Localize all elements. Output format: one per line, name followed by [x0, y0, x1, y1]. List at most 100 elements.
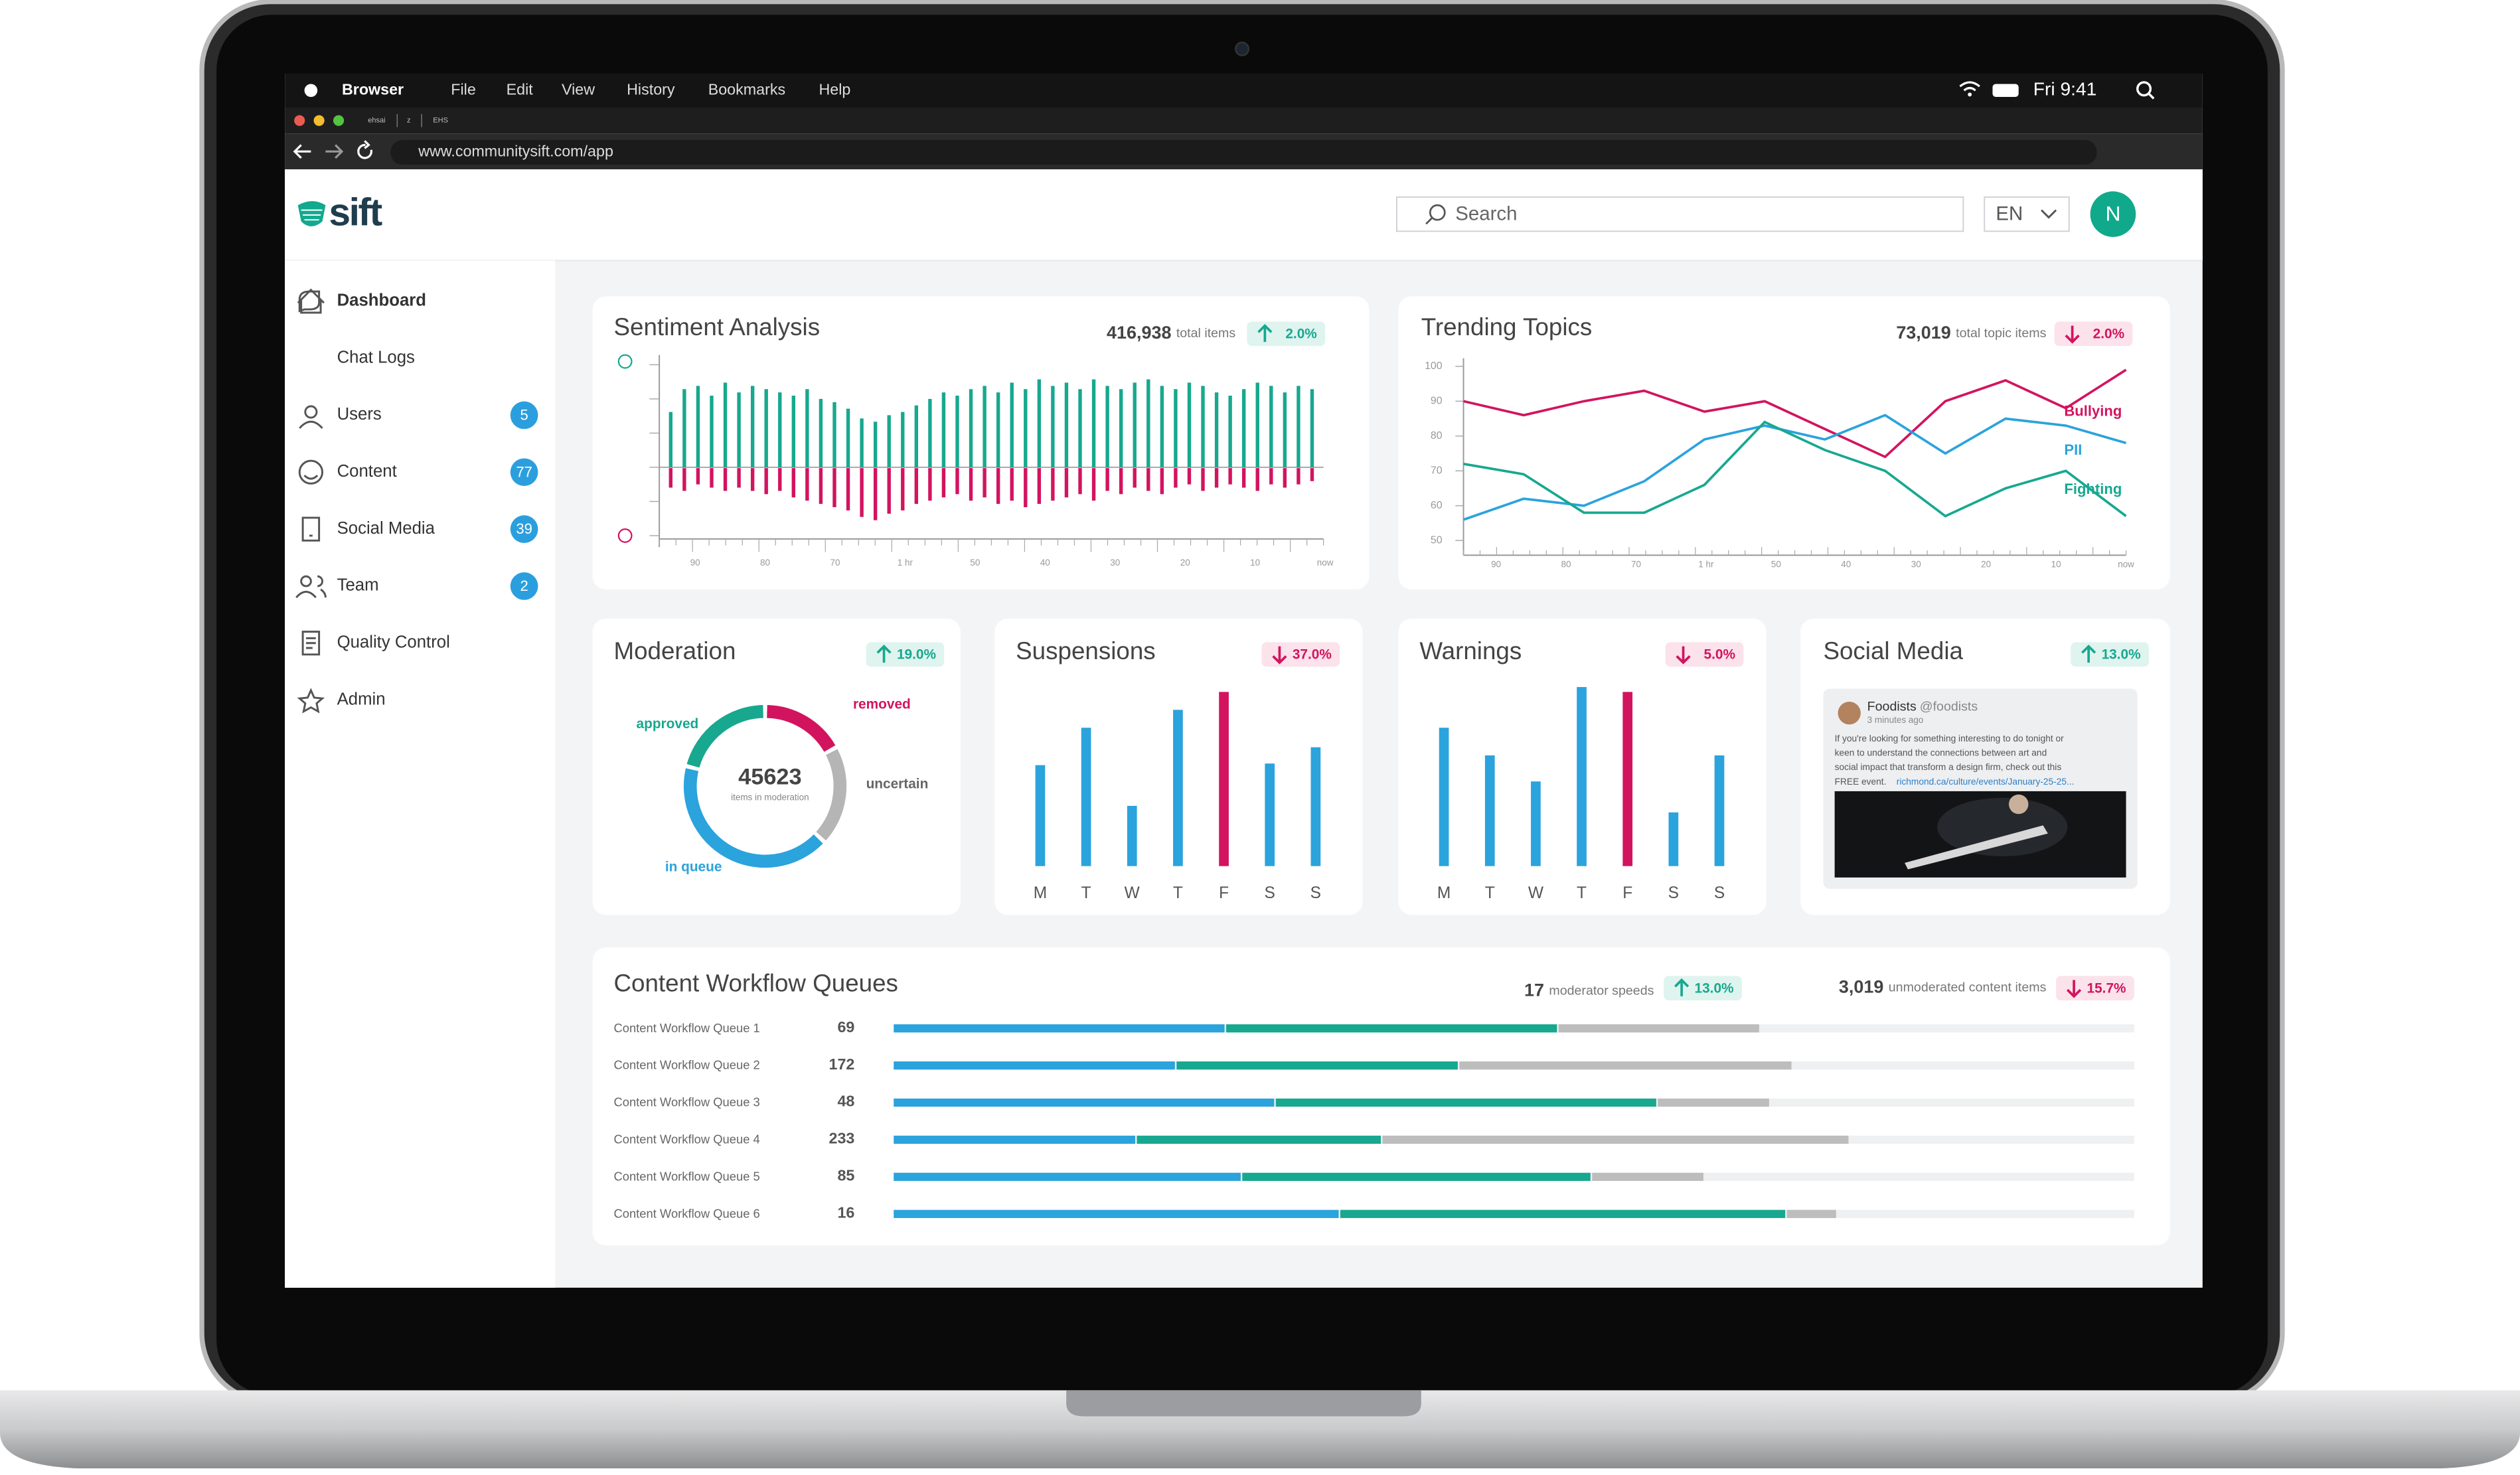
- badge-count: 77: [516, 463, 532, 480]
- sidebar-item[interactable]: Team: [337, 576, 379, 595]
- tab: z: [407, 117, 411, 125]
- sidebar-item[interactable]: Users: [337, 405, 382, 424]
- negative-bar: [1064, 468, 1069, 498]
- positive-bar: [1091, 379, 1096, 467]
- negative-bar: [1269, 468, 1273, 485]
- sidebar-item[interactable]: Chat Logs: [337, 348, 415, 366]
- bar: [1484, 755, 1495, 866]
- spotlight-handle: [2148, 92, 2155, 100]
- change-arrow: [2066, 980, 2082, 998]
- workflow-speed: 17 moderator speeds: [1524, 980, 1654, 1000]
- positive-bar: [1187, 382, 1192, 467]
- forward-button[interactable]: [325, 144, 344, 159]
- donut-total-label: items in moderation: [731, 792, 809, 802]
- negative-bar: [805, 468, 809, 501]
- positive-bar: [778, 392, 782, 467]
- menu-item: File: [451, 80, 476, 98]
- reload-button[interactable]: [357, 140, 372, 159]
- x-tick-label: S: [1310, 884, 1321, 902]
- negative-bar: [778, 468, 782, 491]
- card-title: Suspensions: [1016, 637, 1156, 664]
- post-image-head: [2009, 794, 2029, 815]
- negative-bar: [901, 468, 905, 510]
- y-tick-label: 50: [1431, 534, 1443, 546]
- sidebar-icon-path: [299, 405, 323, 429]
- change-text: 13.0%: [1695, 980, 1734, 996]
- bar: [1310, 747, 1321, 866]
- post-link[interactable]: richmond.ca/culture/events/January-25-25…: [1897, 777, 2075, 787]
- series-label: Bullying: [2064, 402, 2122, 419]
- x-tick-label: 20: [1981, 560, 1991, 570]
- negative-bar: [1037, 468, 1042, 505]
- negative-bar: [1078, 468, 1082, 495]
- donut-segment: [816, 749, 847, 841]
- post-name: Foodists: [1867, 700, 1917, 714]
- x-tick-label: 20: [1180, 558, 1190, 568]
- sidebar-item[interactable]: Quality Control: [337, 633, 450, 652]
- x-tick-label: 10: [1250, 558, 1260, 568]
- x-tick-label: T: [1173, 884, 1183, 902]
- post-text: social impact that transform a design fi…: [1835, 762, 2062, 772]
- queue-segment: [1658, 1098, 1769, 1107]
- positive-bar: [819, 398, 823, 467]
- sidebar-item[interactable]: Content: [337, 462, 397, 481]
- queue-name: Content Workflow Queue 4: [613, 1132, 759, 1146]
- sidebar-icon-path: [297, 688, 325, 714]
- negative-bar: [750, 468, 755, 491]
- avatar-initial: N: [2105, 201, 2120, 225]
- logo-lines: [301, 209, 323, 221]
- stat-number: 3,019: [1839, 977, 1884, 997]
- search-box[interactable]: [1396, 196, 1964, 232]
- queue-count: 69: [837, 1018, 854, 1036]
- window-button[interactable]: [333, 115, 345, 126]
- avatar[interactable]: [2090, 191, 2136, 237]
- window-button[interactable]: [313, 115, 325, 126]
- donut-label: approved: [637, 716, 699, 732]
- queue-segment: [1275, 1098, 1656, 1107]
- address-bar[interactable]: [390, 140, 2097, 165]
- positive-bar: [1241, 389, 1246, 467]
- change-text: 19.0%: [897, 647, 936, 662]
- negative-bar: [764, 468, 768, 495]
- queue-segment: [1382, 1135, 1849, 1144]
- badge: [510, 572, 538, 600]
- sidebar-icon-path: [298, 459, 324, 485]
- positive-icon: [617, 354, 633, 369]
- bar: [1668, 812, 1679, 866]
- negative-bar: [1187, 468, 1192, 485]
- window-button[interactable]: [294, 115, 305, 126]
- positive-bar: [1310, 389, 1314, 467]
- menu-item: Edit: [507, 80, 534, 98]
- x-tick-label: S: [1265, 884, 1275, 902]
- bar: [1622, 692, 1633, 866]
- x-tick-label: 30: [1911, 560, 1921, 570]
- donut-segment: [766, 704, 836, 752]
- sidebar-item[interactable]: Dashboard: [337, 291, 426, 310]
- positive-bar: [682, 389, 686, 467]
- tab-bar: [285, 108, 2203, 134]
- positive-bar: [1269, 386, 1273, 467]
- badge-count: 39: [516, 520, 532, 537]
- positive-bar: [996, 392, 1000, 467]
- stat-number: 73,019: [1896, 323, 1951, 343]
- negative-bar: [955, 468, 959, 495]
- negative-bar: [983, 468, 986, 498]
- change-arrow: [1676, 646, 1691, 664]
- sidebar-item[interactable]: Social Media: [337, 519, 435, 538]
- positive-bar: [1174, 389, 1178, 467]
- negative-bar: [682, 468, 686, 491]
- language-select[interactable]: [1984, 196, 2070, 232]
- queue-segment: [894, 1024, 1225, 1033]
- stat-label: moderator speeds: [1549, 984, 1654, 998]
- positive-bar: [750, 386, 755, 467]
- laptop-base: [0, 1390, 2520, 1469]
- positive-bar: [1228, 396, 1232, 467]
- stat-label: unmoderated content items: [1889, 980, 2047, 995]
- x-tick-label: 80: [760, 558, 770, 568]
- change-arrow: [1257, 323, 1273, 343]
- sidebar-item[interactable]: Admin: [337, 690, 386, 708]
- x-tick-label: 40: [1841, 560, 1851, 570]
- queue-segment: [894, 1098, 1275, 1107]
- back-button[interactable]: [293, 144, 311, 159]
- queue-segment: [894, 1061, 1175, 1070]
